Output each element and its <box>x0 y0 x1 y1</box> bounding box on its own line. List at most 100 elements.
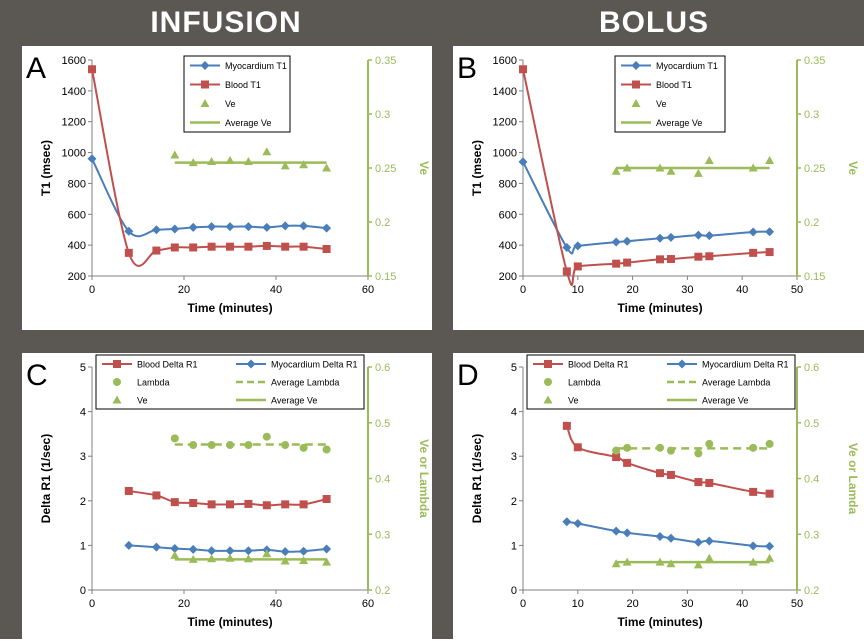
blood-delta-r1-point <box>623 458 632 467</box>
x-tick-label: 50 <box>791 284 803 296</box>
myocardium-delta-r1-point <box>562 517 572 527</box>
y2-tick-label: 0.25 <box>804 163 825 175</box>
panel-d: D 0 1 2 3 4 5 0 10 20 30 40 50 0.2 0.3 0.4 0.5 0.6 Time (m… <box>453 353 864 639</box>
ve-point <box>704 553 714 562</box>
x-axis-title: Time (minutes) <box>617 615 702 629</box>
ve-point <box>611 166 621 175</box>
y-tick-label: 1600 <box>62 55 86 67</box>
blood-delta-r1-point <box>765 489 774 498</box>
blood-delta-r1-point <box>299 500 308 509</box>
blood-t1-point <box>612 259 621 268</box>
myocardium-t1-point <box>170 224 180 234</box>
y-tick-label: 200 <box>499 271 517 283</box>
chart-a-svg: A 200 400 600 800 1000 1200 1400 1600 0 20 40 600.15… <box>26 52 431 315</box>
myocardium-t1-point <box>124 226 134 236</box>
legend-label-blood-t1: Blood T1 <box>656 80 692 90</box>
myocardium-delta-r1-point <box>207 546 217 556</box>
ve-point <box>704 155 714 164</box>
myocardium-t1-point <box>188 222 198 232</box>
blood-t1-point <box>244 242 253 251</box>
y-tick-label: 4 <box>511 407 517 419</box>
blood-t1-point <box>573 262 582 271</box>
blood-delta-r1-point <box>124 486 133 495</box>
ve-point <box>666 166 676 175</box>
y2-axis-title: Ve or Lamda <box>846 443 860 515</box>
x-axis-title: Time (minutes) <box>187 615 272 629</box>
lambda-point <box>705 439 714 448</box>
x-tick-label: 0 <box>89 598 95 610</box>
ve-point <box>170 150 180 159</box>
blood-delta-r1-point <box>152 491 161 500</box>
legend-marker-myocardium-delta-r1 <box>677 359 687 369</box>
legend-box <box>526 354 796 410</box>
y-tick-label: 3 <box>511 451 517 463</box>
legend-label-average-ve: Average Ve <box>225 118 271 128</box>
x-tick-label: 60 <box>362 598 374 610</box>
ve-point <box>299 160 309 169</box>
blood-delta-r1-point <box>694 478 703 487</box>
myocardium-delta-r1-line <box>566 520 770 548</box>
blood-t1-point <box>207 242 216 251</box>
lambda-point <box>694 449 703 458</box>
chart-b-svg: B 200 400 600 800 1000 1200 1400 1600 0 10 20 30 40 50… <box>457 52 860 315</box>
blood-delta-r1-point <box>656 469 664 478</box>
y2-tick-label: 0.4 <box>375 474 390 486</box>
myocardium-delta-r1-point <box>765 541 775 551</box>
x-tick-label: 20 <box>178 284 190 296</box>
y2-tick-label: 0.35 <box>804 55 825 67</box>
legend-marker-ve <box>543 395 553 404</box>
myocardium-t1-point <box>322 223 332 233</box>
blood-t1-point <box>749 248 758 257</box>
y2-tick-label: 0.4 <box>804 474 819 486</box>
blood-t1-point <box>226 242 234 251</box>
panel-letter: D <box>457 359 479 392</box>
x-tick-label: 40 <box>736 284 748 296</box>
x-tick-label: 30 <box>681 284 693 296</box>
y-tick-label: 600 <box>499 209 517 221</box>
legend-marker-blood-t1 <box>201 80 209 89</box>
legend-label-ve: Ve <box>137 396 148 406</box>
myocardium-t1-point <box>748 227 758 237</box>
y-tick-label: 4 <box>80 407 86 419</box>
x-tick-label: 0 <box>520 598 526 610</box>
legend-label-ve: Ve <box>656 99 667 109</box>
blood-t1-point <box>666 255 675 264</box>
lambda-point <box>170 434 179 443</box>
y2-axis-title: Ve <box>417 161 431 175</box>
x-tick-label: 20 <box>178 598 190 610</box>
blood-t1-point <box>765 248 774 257</box>
legend-label-lambda: Lambda <box>568 378 601 388</box>
y-tick-label: 1400 <box>62 86 86 98</box>
blood-t1-point <box>170 243 179 252</box>
x-tick-label: 40 <box>270 284 282 296</box>
legend-label-ve: Ve <box>568 396 579 406</box>
y-tick-label: 200 <box>68 271 86 283</box>
myocardium-t1-point <box>573 241 583 251</box>
legend-marker-blood-delta-r1 <box>113 360 121 368</box>
myocardium-delta-r1-point <box>188 544 198 554</box>
y2-tick-label: 0.6 <box>804 362 819 374</box>
panel-a: A 200 400 600 800 1000 1200 1400 1600 0 20 40 60 0.15… <box>22 46 432 330</box>
blood-delta-r1-point <box>573 443 582 452</box>
y2-tick-label: 0.15 <box>375 271 396 283</box>
legend-box <box>95 354 365 410</box>
blood-delta-r1-point <box>666 470 675 479</box>
myocardium-delta-r1-point <box>704 536 714 546</box>
blood-delta-r1-point <box>562 421 571 430</box>
blood-t1-point <box>519 65 527 74</box>
legend-label-average-ve: Average Ve <box>702 396 748 406</box>
myocardium-t1-point <box>207 222 217 232</box>
x-tick-label: 40 <box>736 598 748 610</box>
y-tick-label: 2 <box>511 496 517 508</box>
y-tick-label: 5 <box>80 362 86 374</box>
myocardium-delta-r1-point <box>573 519 583 529</box>
myocardium-t1-point <box>611 237 621 247</box>
legend-label-average-ve: Average Ve <box>656 118 702 128</box>
y2-tick-label: 0.5 <box>804 418 819 430</box>
ve-point <box>765 155 775 164</box>
y2-tick-label: 0.3 <box>375 109 390 121</box>
y-axis-title: T1 (msec) <box>39 140 53 196</box>
y2-tick-label: 0.25 <box>375 163 396 175</box>
myocardium-delta-r1-point <box>611 526 621 536</box>
blood-delta-r1-point <box>170 498 179 507</box>
